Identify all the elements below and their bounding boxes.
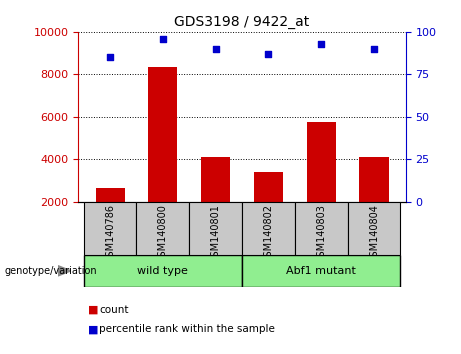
Text: GSM140800: GSM140800 [158, 205, 168, 263]
Text: wild type: wild type [137, 266, 188, 276]
Text: Abf1 mutant: Abf1 mutant [286, 266, 356, 276]
Text: GSM140786: GSM140786 [105, 205, 115, 263]
Bar [201, 157, 230, 202]
Text: GSM140802: GSM140802 [263, 205, 273, 263]
Bar [95, 188, 124, 202]
Bar [254, 172, 283, 202]
Point [212, 46, 219, 52]
Bar [136, 202, 189, 255]
Bar [242, 255, 401, 287]
Bar [148, 67, 177, 202]
Point [318, 41, 325, 47]
Point [106, 55, 114, 60]
Polygon shape [58, 266, 71, 276]
Text: ■: ■ [88, 324, 98, 334]
Text: percentile rank within the sample: percentile rank within the sample [99, 324, 275, 334]
Bar [307, 122, 336, 202]
Bar [83, 255, 242, 287]
Text: count: count [99, 305, 129, 315]
Bar [83, 202, 136, 255]
Bar [242, 202, 295, 255]
Bar [348, 202, 401, 255]
Text: GSM140801: GSM140801 [211, 205, 221, 263]
Bar [189, 202, 242, 255]
Text: ■: ■ [88, 305, 98, 315]
Point [159, 36, 166, 41]
Bar [360, 157, 389, 202]
Text: GSM140804: GSM140804 [369, 205, 379, 263]
Point [265, 51, 272, 57]
Text: GSM140803: GSM140803 [316, 205, 326, 263]
Title: GDS3198 / 9422_at: GDS3198 / 9422_at [174, 16, 310, 29]
Bar [295, 202, 348, 255]
Point [370, 46, 378, 52]
Text: genotype/variation: genotype/variation [5, 266, 97, 276]
